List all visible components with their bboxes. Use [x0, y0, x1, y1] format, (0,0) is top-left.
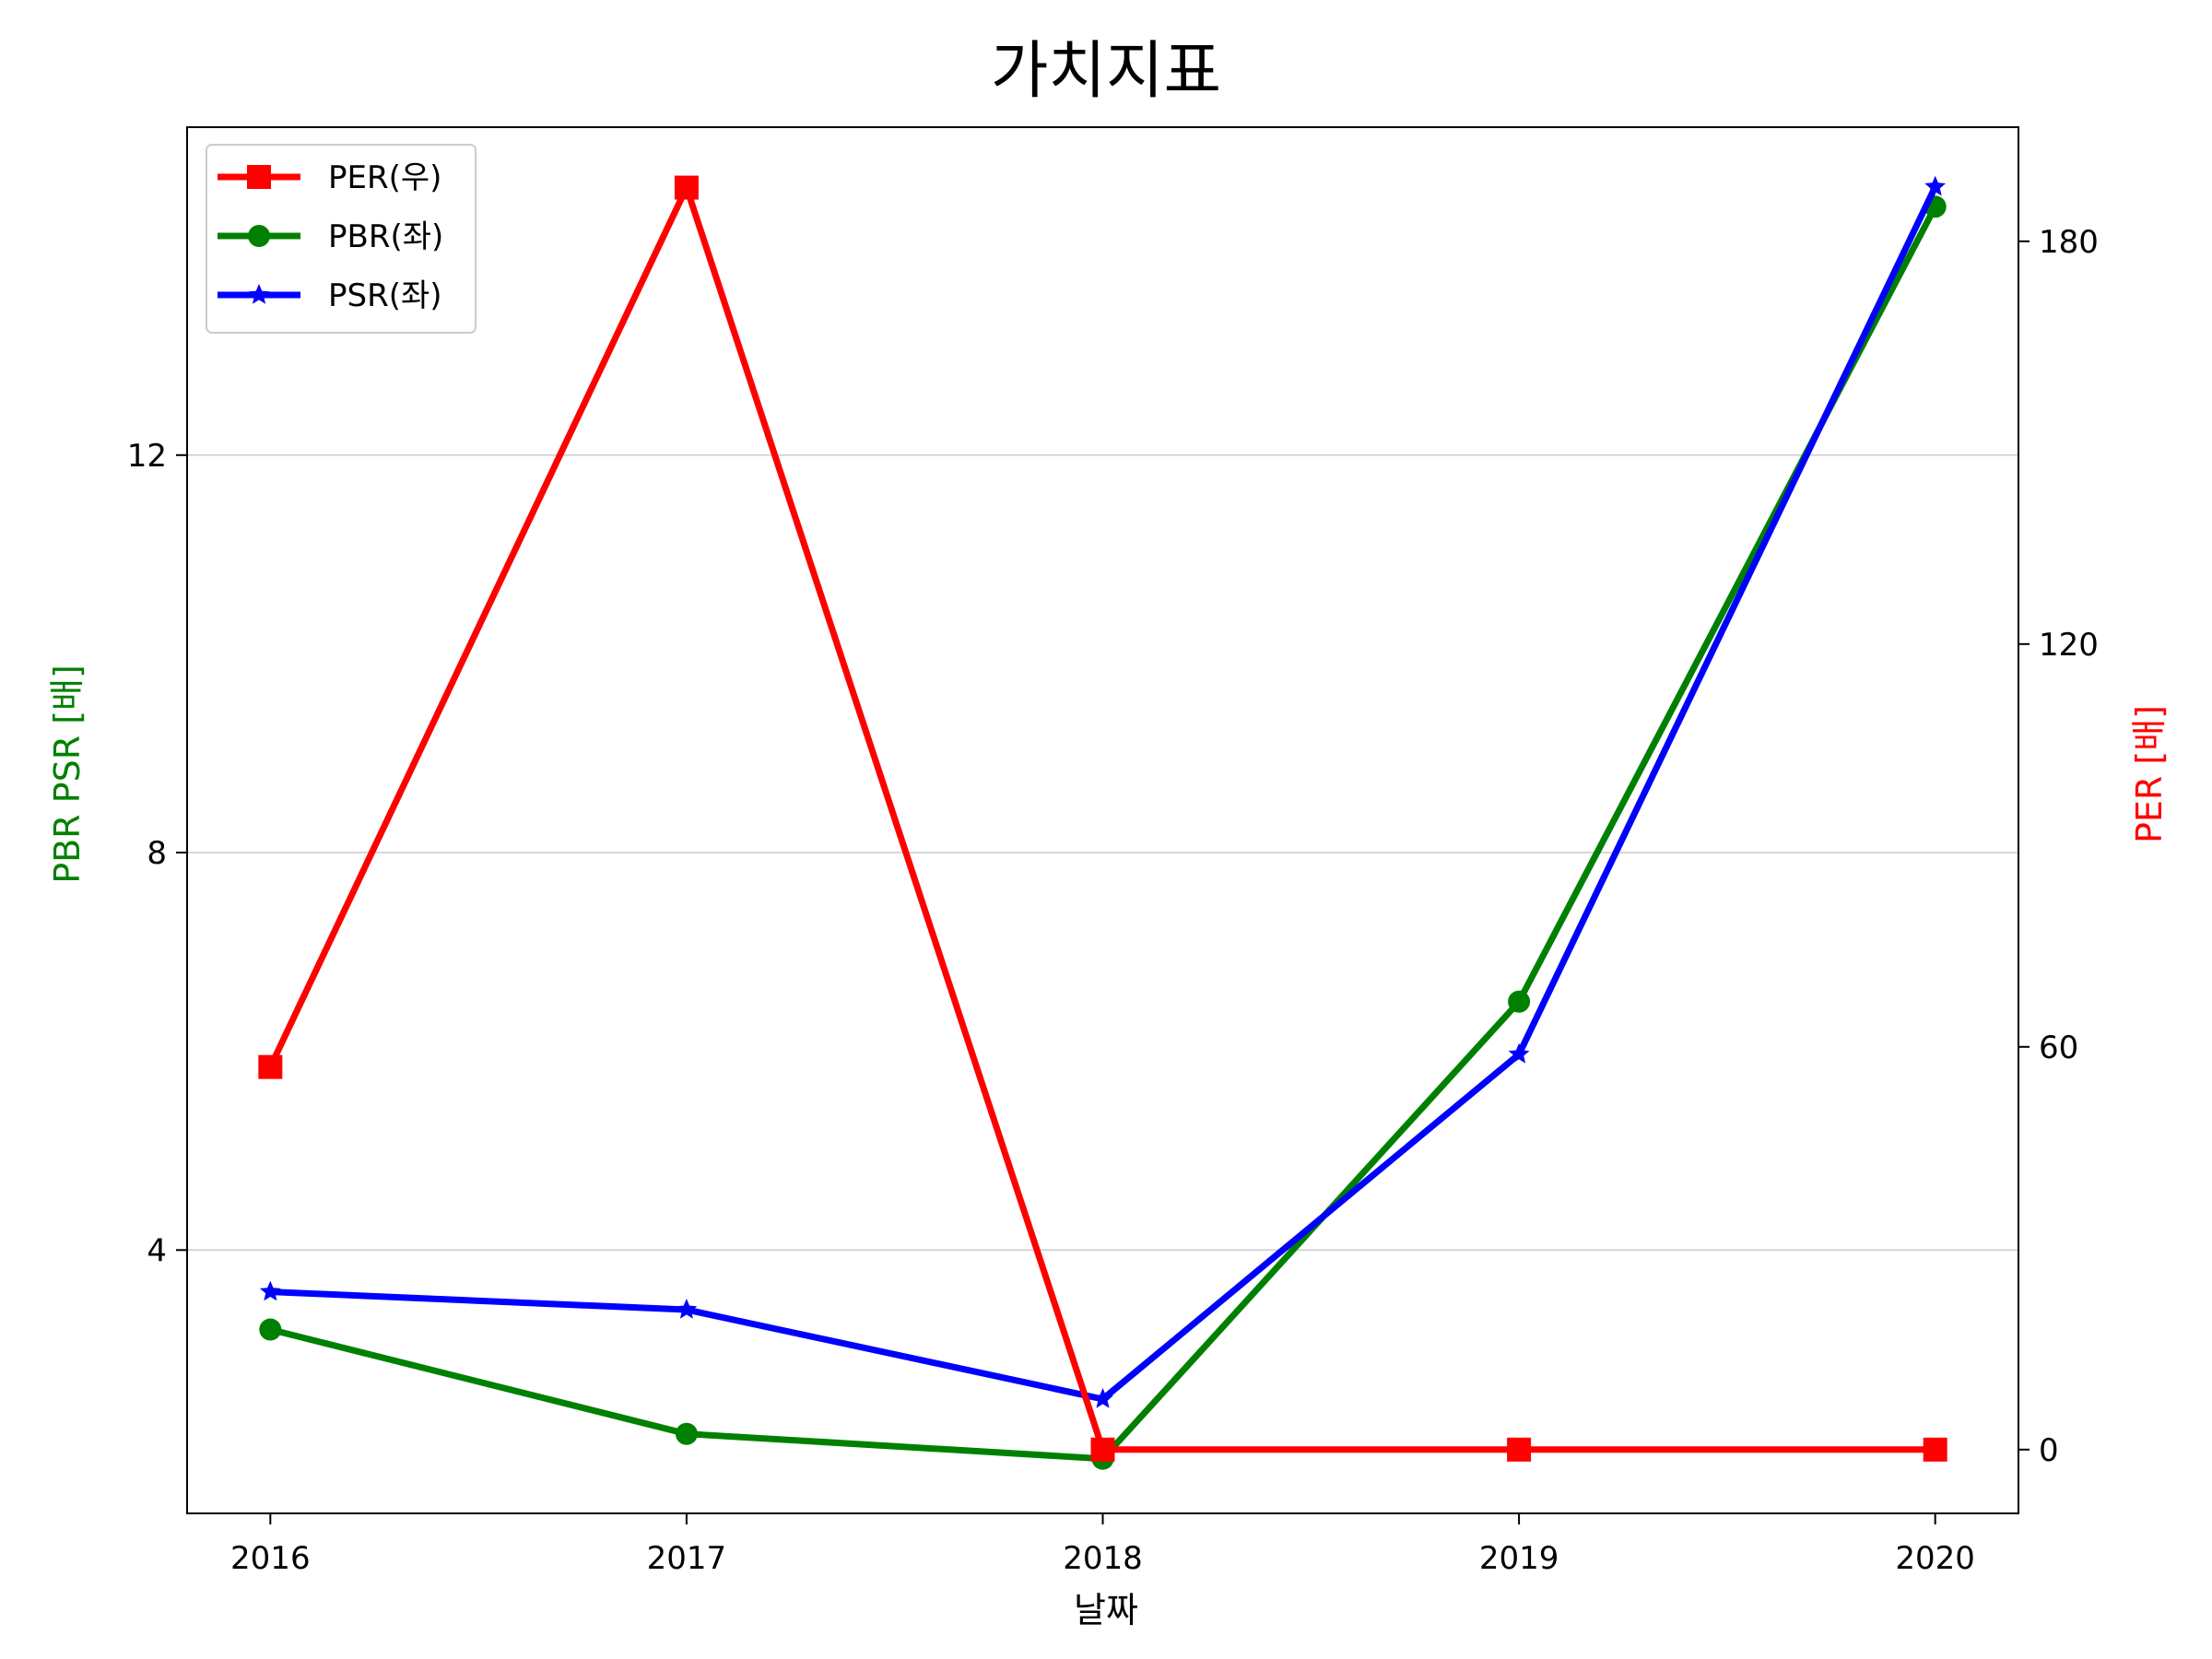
- legend-label: PBR(좌): [328, 218, 443, 255]
- y-right-tick-label: 180: [2039, 224, 2099, 261]
- data-point: [674, 175, 699, 200]
- x-tick-label: 2016: [230, 1540, 311, 1577]
- x-tick-label: 2019: [1479, 1540, 1559, 1577]
- y-axis-right-label: PER [배]: [2129, 705, 2170, 843]
- grid-lines: [187, 454, 2018, 1252]
- y-right-tick-label: 0: [2039, 1432, 2059, 1469]
- x-tick-label: 2017: [647, 1540, 727, 1577]
- series-layer: [258, 175, 1947, 1470]
- y-axis-left-label: PBR PSR [배]: [47, 665, 88, 884]
- data-point: [1092, 1388, 1113, 1408]
- data-point: [258, 1054, 283, 1079]
- chart-title: 가치지표: [991, 35, 1221, 108]
- data-point: [676, 1299, 698, 1319]
- legend-label: PSR(좌): [328, 277, 442, 314]
- series-square-group: [258, 175, 1947, 1462]
- series-star-group: [259, 175, 1947, 1408]
- y-left-tick-label: 4: [147, 1232, 167, 1269]
- x-tick-label: 2018: [1063, 1540, 1143, 1577]
- data-point: [1924, 175, 1947, 196]
- y-axis-left: 4 8 12: [127, 438, 187, 1269]
- data-point: [1090, 1437, 1115, 1462]
- data-point: [1923, 1437, 1947, 1462]
- y-right-tick-label: 60: [2039, 1030, 2078, 1066]
- data-point: [675, 1422, 698, 1445]
- x-axis-label: 날짜: [1074, 1590, 1138, 1630]
- y-left-tick-label: 8: [147, 835, 167, 872]
- data-point: [259, 1280, 281, 1301]
- legend-swatch-marker: [248, 284, 270, 304]
- legend-label: PER(우): [328, 159, 441, 196]
- y-axis-right: 0 60 120 180: [2018, 224, 2099, 1469]
- legend-swatch-marker: [248, 225, 270, 247]
- y-right-tick-label: 120: [2039, 627, 2099, 664]
- data-point: [1508, 1042, 1530, 1064]
- x-tick-label: 2020: [1895, 1540, 1975, 1577]
- legend: PER(우) PBR(좌) PSR(좌): [206, 144, 477, 334]
- x-axis: 2016 2017 2018 2019 2020: [230, 1513, 1975, 1577]
- y-left-tick-label: 12: [127, 438, 167, 475]
- legend-swatch-marker: [247, 165, 271, 189]
- data-point: [1507, 1437, 1532, 1462]
- data-point: [1508, 990, 1531, 1013]
- legend-box: [206, 144, 477, 334]
- data-point: [259, 1318, 282, 1341]
